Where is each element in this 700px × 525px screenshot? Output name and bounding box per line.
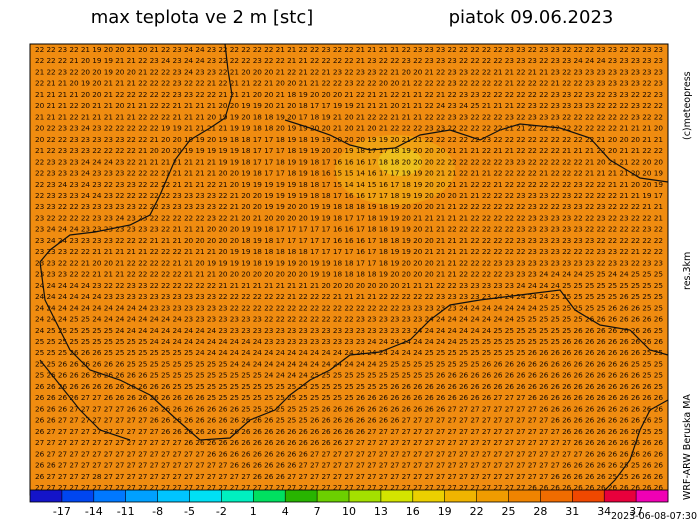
colorbar-segment xyxy=(93,490,127,502)
colorbar-label: 22 xyxy=(470,505,484,518)
timestamp: 2023-06-08-07:30 xyxy=(611,511,697,522)
colorbar-segment xyxy=(572,490,605,502)
grid-row: 23 23 22 22 21 20 20 21 22 22 22 22 21 2… xyxy=(35,258,663,267)
colorbar-label: -14 xyxy=(85,505,103,518)
colorbar-label: 31 xyxy=(565,505,579,518)
grid-row: 27 27 27 27 27 27 27 27 27 27 27 27 27 2… xyxy=(35,438,663,447)
grid-row: 20 22 23 23 24 23 22 22 22 22 22 19 19 2… xyxy=(35,124,663,133)
colorbar-segment xyxy=(444,490,478,502)
grid-row: 26 27 27 27 27 27 27 27 27 27 27 27 27 2… xyxy=(35,449,663,458)
model-name: WRF-ARW Beruska MA xyxy=(682,394,693,500)
colorbar-segment xyxy=(221,490,254,502)
colorbar: -17 -14 -11 -8 -5 -2 1 4 7 10 13 16 19 22 25 28 31 34 37 xyxy=(29,489,669,518)
colorbar-label: 19 xyxy=(438,505,452,518)
grid-row: 22 23 24 23 24 23 22 23 23 22 22 22 21 2… xyxy=(35,180,663,189)
colorbar-label: 37 xyxy=(629,505,643,518)
grid-row: 23 23 23 22 22 21 21 21 22 22 22 22 22 2… xyxy=(35,270,663,279)
colorbar-segment xyxy=(317,490,350,502)
grid-row: 23 24 24 23 23 23 23 22 22 22 21 21 21 2… xyxy=(35,236,663,245)
colorbar-segment xyxy=(540,490,573,502)
grid-row: 23 22 22 22 22 23 23 24 23 23 22 22 22 2… xyxy=(35,213,663,222)
colorbar-segment xyxy=(604,490,637,502)
grid-row: 26 26 27 27 27 27 27 27 27 27 27 27 27 2… xyxy=(35,461,663,470)
colorbar-segment xyxy=(253,490,286,502)
map-background xyxy=(30,44,668,495)
grid-row: 23 24 24 24 23 23 23 23 23 23 23 22 21 2… xyxy=(35,225,663,234)
colorbar-label: -11 xyxy=(117,505,135,518)
grid-row: 26 26 26 26 27 27 26 26 26 26 26 26 26 2… xyxy=(35,393,663,402)
border-southeast xyxy=(599,399,669,496)
grid-row: 26 27 27 27 27 28 27 27 27 27 27 27 27 2… xyxy=(35,472,663,481)
colorbar-label: 10 xyxy=(342,505,356,518)
colorbar-label: 25 xyxy=(502,505,516,518)
grid-row: 21 21 21 21 20 20 21 22 22 22 22 22 23 2… xyxy=(35,90,663,99)
value-grid: 22 22 23 22 21 19 20 20 21 20 21 22 23 2… xyxy=(35,45,663,492)
colorbar-label: 28 xyxy=(533,505,547,518)
colorbar-segment xyxy=(61,490,95,502)
cool-core xyxy=(378,148,422,176)
colorbar-label: 7 xyxy=(314,505,321,518)
colorbar-segment xyxy=(125,490,159,502)
grid-row: 21 22 23 23 23 22 22 22 22 21 20 20 20 1… xyxy=(35,146,663,155)
grid-row: 25 25 26 26 26 26 26 26 25 25 25 25 25 2… xyxy=(35,359,663,368)
colorbar-segment xyxy=(285,490,318,502)
map-date: piatok 09.06.2023 xyxy=(449,7,614,28)
colorbar-label: -8 xyxy=(152,505,163,518)
grid-row: 24 25 25 25 25 25 25 24 24 24 24 24 24 2… xyxy=(35,326,663,335)
colorbar-segment xyxy=(30,490,63,502)
grid-row: 22 22 23 22 21 19 20 20 21 20 21 22 23 2… xyxy=(35,45,663,54)
colorbar-label: 1 xyxy=(250,505,257,518)
grid-row: 21 22 23 22 20 20 19 20 20 21 22 22 23 2… xyxy=(35,67,663,76)
grid-row: 25 25 25 25 25 25 25 25 25 25 24 24 24 2… xyxy=(35,337,663,346)
colorbar-label: -5 xyxy=(184,505,195,518)
grid-row: 21 21 21 22 21 21 21 21 21 22 22 22 21 2… xyxy=(35,112,663,121)
grid-row: 23 23 22 22 23 23 23 23 23 22 22 23 23 2… xyxy=(35,202,663,211)
grid-row: 20 22 22 23 23 23 23 23 22 22 21 20 20 1… xyxy=(35,135,663,144)
border-southwest xyxy=(39,359,131,441)
grid-row: 22 21 21 20 19 20 21 21 21 22 22 22 23 2… xyxy=(35,79,663,88)
grid-row: 24 24 24 25 25 24 24 24 24 24 24 24 24 2… xyxy=(35,315,663,324)
grid-row: 24 24 24 24 24 24 24 24 24 24 23 23 23 2… xyxy=(35,303,663,312)
borders xyxy=(39,43,669,496)
grid-row: 24 24 24 24 24 23 22 22 23 23 22 22 22 2… xyxy=(35,281,663,290)
colorbar-segment xyxy=(508,490,541,502)
colorbar-segment xyxy=(412,490,446,502)
colorbar-segment xyxy=(476,490,509,502)
grid-row: 25 25 25 26 26 26 25 25 25 25 25 25 25 2… xyxy=(35,348,663,357)
grid-row: 26 26 26 26 26 26 26 26 26 26 26 26 25 2… xyxy=(35,382,663,391)
grid-row: 22 23 23 23 24 23 23 23 22 22 22 21 21 2… xyxy=(35,169,663,178)
grid-row: 22 22 22 21 20 19 19 21 21 22 23 24 23 2… xyxy=(35,56,663,65)
grid-row: 23 23 23 22 22 21 21 21 21 21 22 22 22 2… xyxy=(35,247,663,256)
credits: (c)meteopress xyxy=(682,71,693,140)
colorbar-label: 16 xyxy=(406,505,420,518)
grid-row: 22 23 23 23 24 24 24 23 22 21 21 21 21 2… xyxy=(35,157,663,166)
colorbar-segment xyxy=(380,490,414,502)
grid-row: 22 23 23 23 24 24 23 22 22 22 22 22 23 2… xyxy=(35,191,663,200)
grid-row: 24 24 24 24 24 24 23 23 23 23 23 23 23 2… xyxy=(35,292,663,301)
colorbar-segment xyxy=(189,490,222,502)
grid-row: 26 26 27 27 27 27 27 27 27 27 26 26 26 2… xyxy=(35,416,663,425)
border-south xyxy=(39,261,669,441)
colorbar-label: 13 xyxy=(374,505,388,518)
colorbar-label: -17 xyxy=(53,505,71,518)
colorbar-segment xyxy=(349,490,382,502)
colorbar-label: 4 xyxy=(282,505,289,518)
resolution: res.3km xyxy=(682,252,693,290)
grid-row: 26 26 26 27 27 27 27 27 26 26 26 26 26 2… xyxy=(35,404,663,413)
border-north xyxy=(284,119,669,183)
colorbar-label: 34 xyxy=(597,505,611,518)
grid-row: 27 27 27 27 27 27 27 27 27 27 27 27 27 2… xyxy=(35,483,663,492)
grid-row: 20 21 21 22 20 21 21 20 21 21 22 22 21 2… xyxy=(35,101,663,110)
colorbar-label: -2 xyxy=(216,505,227,518)
grid-row: 25 26 26 26 26 26 26 26 26 26 25 25 25 2… xyxy=(35,371,663,380)
colorbar-segment xyxy=(636,490,669,502)
map-title: max teplota ve 2 m [stc] xyxy=(91,7,314,28)
border-west xyxy=(39,43,233,263)
grid-row: 26 27 27 27 27 27 27 27 27 27 27 26 26 2… xyxy=(35,427,663,436)
colorbar-segment xyxy=(157,490,190,502)
